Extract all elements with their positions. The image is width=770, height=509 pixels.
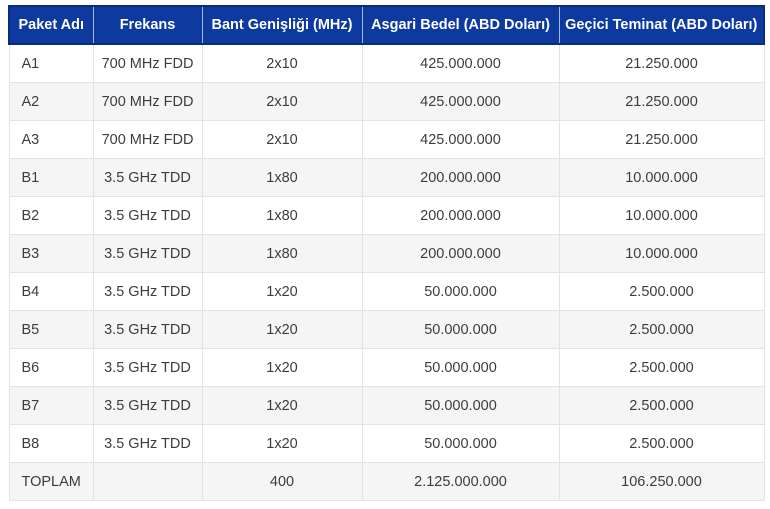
- table-cell: 50.000.000: [361, 310, 560, 349]
- table-cell: 10.000.000: [558, 234, 765, 273]
- table-cell: 106.250.000: [558, 462, 765, 501]
- table-cell: 1x80: [201, 158, 363, 197]
- column-header-2: Frekans: [92, 5, 202, 45]
- table-header-row: Paket Adı Frekans Bant Genişliği (MHz) Asga…: [8, 5, 765, 45]
- table-row: B6 3.5 GHz TDD 1x20 50.000.000 2.500.000: [8, 348, 765, 387]
- table-cell: 1x20: [201, 348, 363, 387]
- table-row: B5 3.5 GHz TDD 1x20 50.000.000 2.500.000: [8, 310, 765, 349]
- table-cell: 425.000.000: [361, 120, 560, 159]
- table-cell: 21.250.000: [558, 82, 765, 121]
- column-header-1: Paket Adı: [8, 5, 93, 45]
- table-row: B1 3.5 GHz TDD 1x80 200.000.000 10.000.000: [8, 158, 765, 197]
- table-cell: 2.500.000: [558, 310, 765, 349]
- table-cell: 3.5 GHz TDD: [92, 424, 203, 463]
- column-header-5: Geçici Teminat (ABD Doları): [558, 5, 765, 45]
- table-cell: 50.000.000: [361, 348, 560, 387]
- table-row: B3 3.5 GHz TDD 1x80 200.000.000 10.000.000: [8, 234, 765, 273]
- table-cell: 10.000.000: [558, 158, 765, 197]
- table-cell: 2.500.000: [558, 272, 765, 311]
- table-row: A3 700 MHz FDD 2x10 425.000.000 21.250.000: [8, 120, 765, 159]
- table-cell: 10.000.000: [558, 196, 765, 235]
- table-cell: B8: [8, 424, 94, 463]
- table-header: Paket Adı Frekans Bant Genişliği (MHz) Asga…: [8, 5, 765, 45]
- table-cell: 2x10: [201, 82, 363, 121]
- table-cell: 425.000.000: [361, 43, 560, 83]
- table-row: A1 700 MHz FDD 2x10 425.000.000 21.250.000: [8, 43, 765, 83]
- table-cell: 3.5 GHz TDD: [92, 196, 203, 235]
- table-cell: [92, 462, 203, 501]
- table-cell: B2: [8, 196, 94, 235]
- column-header-3: Bant Genişliği (MHz): [201, 5, 362, 45]
- table-cell: 1x80: [201, 234, 363, 273]
- table-cell: A3: [8, 120, 94, 159]
- table-cell: B1: [8, 158, 94, 197]
- table-cell: 200.000.000: [361, 158, 560, 197]
- table-row: A2 700 MHz FDD 2x10 425.000.000 21.250.000: [8, 82, 765, 121]
- table-cell: 400: [201, 462, 363, 501]
- table-cell: 50.000.000: [361, 424, 560, 463]
- table-cell: B5: [8, 310, 94, 349]
- table-cell: 700 MHz FDD: [92, 82, 203, 121]
- table-row: B7 3.5 GHz TDD 1x20 50.000.000 2.500.000: [8, 386, 765, 425]
- table-cell: 3.5 GHz TDD: [92, 158, 203, 197]
- table-cell: 200.000.000: [361, 196, 560, 235]
- table-cell: 2.500.000: [558, 348, 765, 387]
- table-cell: 50.000.000: [361, 386, 560, 425]
- table-cell: 425.000.000: [361, 82, 560, 121]
- table-cell: 2x10: [201, 43, 363, 83]
- table-row: B2 3.5 GHz TDD 1x80 200.000.000 10.000.000: [8, 196, 765, 235]
- table-cell: 700 MHz FDD: [92, 43, 203, 83]
- table-cell: 3.5 GHz TDD: [92, 386, 203, 425]
- table-row: B4 3.5 GHz TDD 1x20 50.000.000 2.500.000: [8, 272, 765, 311]
- table-cell: 21.250.000: [558, 43, 765, 83]
- table-cell: 1x20: [201, 310, 363, 349]
- table-row: TOPLAM 400 2.125.000.000 106.250.000: [8, 462, 765, 501]
- table-row: B8 3.5 GHz TDD 1x20 50.000.000 2.500.000: [8, 424, 765, 463]
- table-cell: A2: [8, 82, 94, 121]
- table-cell: 700 MHz FDD: [92, 120, 203, 159]
- spectrum-packages-table: Paket Adı Frekans Bant Genişliği (MHz) Asga…: [8, 5, 765, 501]
- table-cell: B6: [8, 348, 94, 387]
- table-cell: B7: [8, 386, 94, 425]
- table-cell: 1x20: [201, 424, 363, 463]
- table-body: A1 700 MHz FDD 2x10 425.000.000 21.250.000 A2…: [8, 43, 765, 501]
- table-cell: 200.000.000: [361, 234, 560, 273]
- table-cell: 1x20: [201, 386, 363, 425]
- table-cell: TOPLAM: [8, 462, 94, 501]
- table-cell: 2.125.000.000: [361, 462, 560, 501]
- table-cell: 21.250.000: [558, 120, 765, 159]
- table-cell: 3.5 GHz TDD: [92, 310, 203, 349]
- table-cell: 3.5 GHz TDD: [92, 234, 203, 273]
- table-cell: B3: [8, 234, 94, 273]
- table-cell: A1: [8, 43, 94, 83]
- table-cell: 50.000.000: [361, 272, 560, 311]
- column-header-4: Asgari Bedel (ABD Doları): [361, 5, 559, 45]
- table-cell: 1x80: [201, 196, 363, 235]
- table-cell: 3.5 GHz TDD: [92, 348, 203, 387]
- table-cell: 2.500.000: [558, 386, 765, 425]
- table-cell: B4: [8, 272, 94, 311]
- table-cell: 1x20: [201, 272, 363, 311]
- table-cell: 3.5 GHz TDD: [92, 272, 203, 311]
- table-cell: 2x10: [201, 120, 363, 159]
- table-cell: 2.500.000: [558, 424, 765, 463]
